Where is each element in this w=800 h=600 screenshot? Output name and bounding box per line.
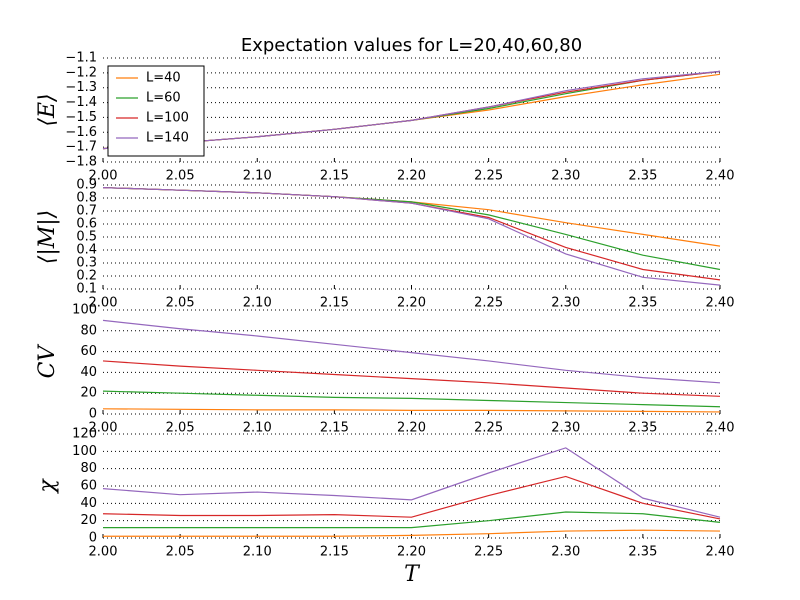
y-tick-label: 0.3	[76, 256, 97, 271]
x-tick-label: 2.15	[320, 169, 349, 184]
y-tick-label: 0.2	[76, 269, 97, 284]
x-tick-label: 2.00	[89, 421, 118, 436]
y-axis-label-group: CV	[35, 344, 60, 379]
y-tick-label: 0.7	[76, 204, 97, 219]
y-tick-label: −1.6	[65, 125, 97, 140]
y-tick-label: 0.1	[76, 282, 97, 297]
y-tick-label: 120	[72, 427, 97, 442]
y-tick-label: −1.7	[65, 140, 97, 155]
x-tick-label: 2.30	[551, 169, 580, 184]
x-tick-label: 2.00	[89, 296, 118, 311]
y-tick-label: 40	[80, 365, 97, 380]
series-line	[103, 511, 721, 529]
series-line	[102, 187, 721, 286]
x-tick-label: 2.15	[320, 296, 349, 311]
y-tick-label: 20	[80, 513, 97, 528]
x-tick-label: 2.20	[397, 421, 426, 436]
y-tick-label: 80	[80, 461, 97, 476]
x-tick-label: 2.20	[397, 296, 426, 311]
y-tick-label: 100	[72, 444, 97, 459]
x-tick-label: 2.10	[243, 421, 272, 436]
y-tick-label: 0.9	[76, 178, 97, 193]
y-tick-label: −1.5	[65, 110, 97, 125]
x-tick-label: 2.05	[166, 169, 195, 184]
y-tick-label: −1.8	[65, 155, 97, 170]
series-line	[102, 447, 721, 518]
y-tick-label: 40	[80, 496, 97, 511]
x-axis-label: T	[404, 562, 421, 587]
x-tick-label: 2.00	[89, 169, 118, 184]
x-tick-label: 2.20	[397, 545, 426, 560]
x-tick-label: 2.35	[628, 421, 657, 436]
x-tick-label: 2.30	[551, 545, 580, 560]
y-tick-label: −1.3	[65, 80, 97, 95]
legend-label: L=100	[146, 111, 189, 126]
x-tick-label: 2.35	[628, 169, 657, 184]
x-tick-label: 2.05	[166, 545, 195, 560]
x-tick-label: 2.10	[243, 545, 272, 560]
x-tick-label: 2.35	[628, 296, 657, 311]
legend-label: L=40	[146, 71, 181, 86]
y-tick-label: 60	[80, 344, 97, 359]
x-tick-label: 2.35	[628, 545, 657, 560]
y-axis-label: CV	[35, 344, 60, 379]
y-tick-label: 0.8	[76, 191, 97, 206]
y-tick-label: 0.5	[76, 230, 97, 245]
legend-box	[107, 65, 205, 157]
x-tick-label: 2.15	[320, 421, 349, 436]
series-line	[102, 70, 721, 150]
y-tick-label: −1.2	[65, 65, 97, 80]
y-tick-label: 0.4	[76, 243, 97, 258]
x-tick-label: 2.40	[706, 296, 735, 311]
series-line	[102, 408, 721, 413]
series-line	[102, 319, 721, 384]
legend-label: L=60	[146, 91, 181, 106]
x-tick-label: 2.10	[243, 169, 272, 184]
series-line	[102, 475, 721, 520]
y-axis-label: ⟨|M|⟩	[35, 210, 60, 265]
y-tick-label: 0	[89, 531, 97, 546]
y-tick-label: 0.6	[76, 217, 97, 232]
x-tick-label: 2.25	[474, 169, 503, 184]
y-tick-label: 20	[80, 386, 97, 401]
y-tick-label: −1.1	[65, 51, 97, 66]
x-tick-label: 2.10	[243, 296, 272, 311]
x-tick-label: 2.20	[397, 169, 426, 184]
x-tick-label: 2.40	[706, 545, 735, 560]
series-line	[102, 390, 721, 408]
y-axis-label-group: ⟨|M|⟩	[35, 210, 60, 265]
y-axis-label-group: ⟨E⟩	[35, 93, 60, 126]
y-tick-label: 60	[80, 479, 97, 494]
x-tick-label: 2.25	[474, 296, 503, 311]
x-tick-label: 2.05	[166, 421, 195, 436]
y-tick-label: 100	[72, 303, 97, 318]
y-axis-label: χ	[35, 478, 60, 495]
y-axis-label: ⟨E⟩	[35, 93, 60, 126]
series-line	[103, 529, 721, 537]
x-tick-label: 2.00	[89, 545, 118, 560]
y-axis-label-group: χ	[35, 478, 60, 495]
y-tick-label: −1.4	[65, 95, 97, 110]
y-tick-label: 0	[89, 407, 97, 422]
x-tick-label: 2.25	[474, 421, 503, 436]
x-tick-label: 2.05	[166, 296, 195, 311]
x-tick-label: 2.30	[551, 296, 580, 311]
y-tick-label: 80	[80, 323, 97, 338]
x-tick-label: 2.30	[551, 421, 580, 436]
series-line	[102, 360, 721, 397]
x-tick-label: 2.40	[706, 421, 735, 436]
x-tick-label: 2.15	[320, 545, 349, 560]
legend-label: L=140	[146, 131, 189, 146]
series-line	[102, 187, 721, 271]
x-tick-label: 2.25	[474, 545, 503, 560]
x-tick-label: 2.40	[706, 169, 735, 184]
chart-title: Expectation values for L=20,40,60,80	[241, 35, 582, 56]
